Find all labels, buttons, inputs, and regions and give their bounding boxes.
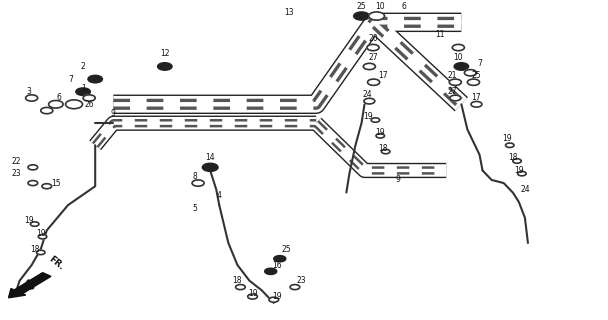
Text: 19: 19 [36,229,46,238]
Circle shape [26,95,38,101]
Text: 12: 12 [160,49,170,58]
Text: 23: 23 [296,276,306,285]
Text: 6: 6 [57,93,61,102]
Text: 19: 19 [502,134,511,143]
Circle shape [517,172,526,176]
Text: 5: 5 [193,204,198,213]
Circle shape [269,297,278,302]
Circle shape [157,63,172,70]
Text: 16: 16 [272,260,282,269]
Text: 8: 8 [193,172,198,181]
Circle shape [88,75,103,83]
Circle shape [290,284,300,290]
Text: 27: 27 [369,52,378,61]
Text: 9: 9 [395,175,400,184]
Text: 26: 26 [85,100,94,109]
Circle shape [76,88,91,95]
Circle shape [471,101,482,107]
Circle shape [202,163,218,172]
Text: 27: 27 [447,87,457,96]
Circle shape [364,98,375,104]
Circle shape [368,79,379,85]
Text: 14: 14 [206,153,215,162]
Text: 15: 15 [51,179,61,188]
Circle shape [450,95,461,101]
Circle shape [468,79,480,85]
Circle shape [367,44,379,51]
Text: 3: 3 [26,87,31,96]
Text: 18: 18 [30,245,40,254]
Text: 21: 21 [447,71,457,80]
Text: 25: 25 [281,245,291,254]
Circle shape [274,256,286,262]
Text: 11: 11 [435,30,445,39]
Text: 10: 10 [454,52,463,61]
Text: 25: 25 [472,71,482,80]
Circle shape [247,294,257,299]
Text: 2: 2 [81,62,86,71]
Circle shape [28,180,38,186]
Text: 18: 18 [233,276,242,285]
Text: 19: 19 [514,166,523,175]
Text: 9: 9 [111,109,116,118]
Text: 10: 10 [375,2,384,11]
Circle shape [505,143,514,148]
Text: 1: 1 [81,84,86,93]
Text: 25: 25 [357,2,366,11]
Circle shape [354,12,370,20]
Circle shape [371,118,379,122]
Circle shape [42,184,52,189]
Text: 6: 6 [401,2,406,11]
Text: 18: 18 [508,153,517,162]
Circle shape [36,250,45,255]
Text: 17: 17 [378,71,387,80]
Text: 24: 24 [520,185,530,194]
Circle shape [449,79,461,85]
Text: 17: 17 [472,93,482,102]
Circle shape [264,268,277,275]
Circle shape [28,165,38,170]
Circle shape [236,284,245,290]
Circle shape [454,63,469,70]
Text: 19: 19 [24,216,33,225]
Text: 22: 22 [12,156,21,165]
Circle shape [192,180,204,186]
Text: 19: 19 [375,128,384,137]
Circle shape [38,235,47,239]
Circle shape [41,108,53,114]
Text: FR.: FR. [47,255,66,272]
Text: 19: 19 [272,292,282,301]
Text: 18: 18 [378,144,387,153]
Text: 13: 13 [284,8,294,17]
Circle shape [49,100,63,108]
Text: 19: 19 [363,112,372,121]
Circle shape [369,12,384,20]
Circle shape [513,159,521,163]
FancyArrow shape [9,273,51,298]
Circle shape [30,222,39,226]
Circle shape [66,100,83,109]
Text: 4: 4 [217,191,222,200]
Text: 24: 24 [363,90,372,99]
Circle shape [465,70,477,76]
Text: 19: 19 [247,289,257,298]
Text: 7: 7 [477,59,482,68]
Circle shape [364,63,375,70]
Circle shape [452,44,465,51]
Text: 20: 20 [369,34,378,43]
Text: 7: 7 [69,75,74,84]
Circle shape [376,133,384,138]
Circle shape [83,95,95,101]
Circle shape [381,149,390,154]
Text: 23: 23 [12,169,21,178]
